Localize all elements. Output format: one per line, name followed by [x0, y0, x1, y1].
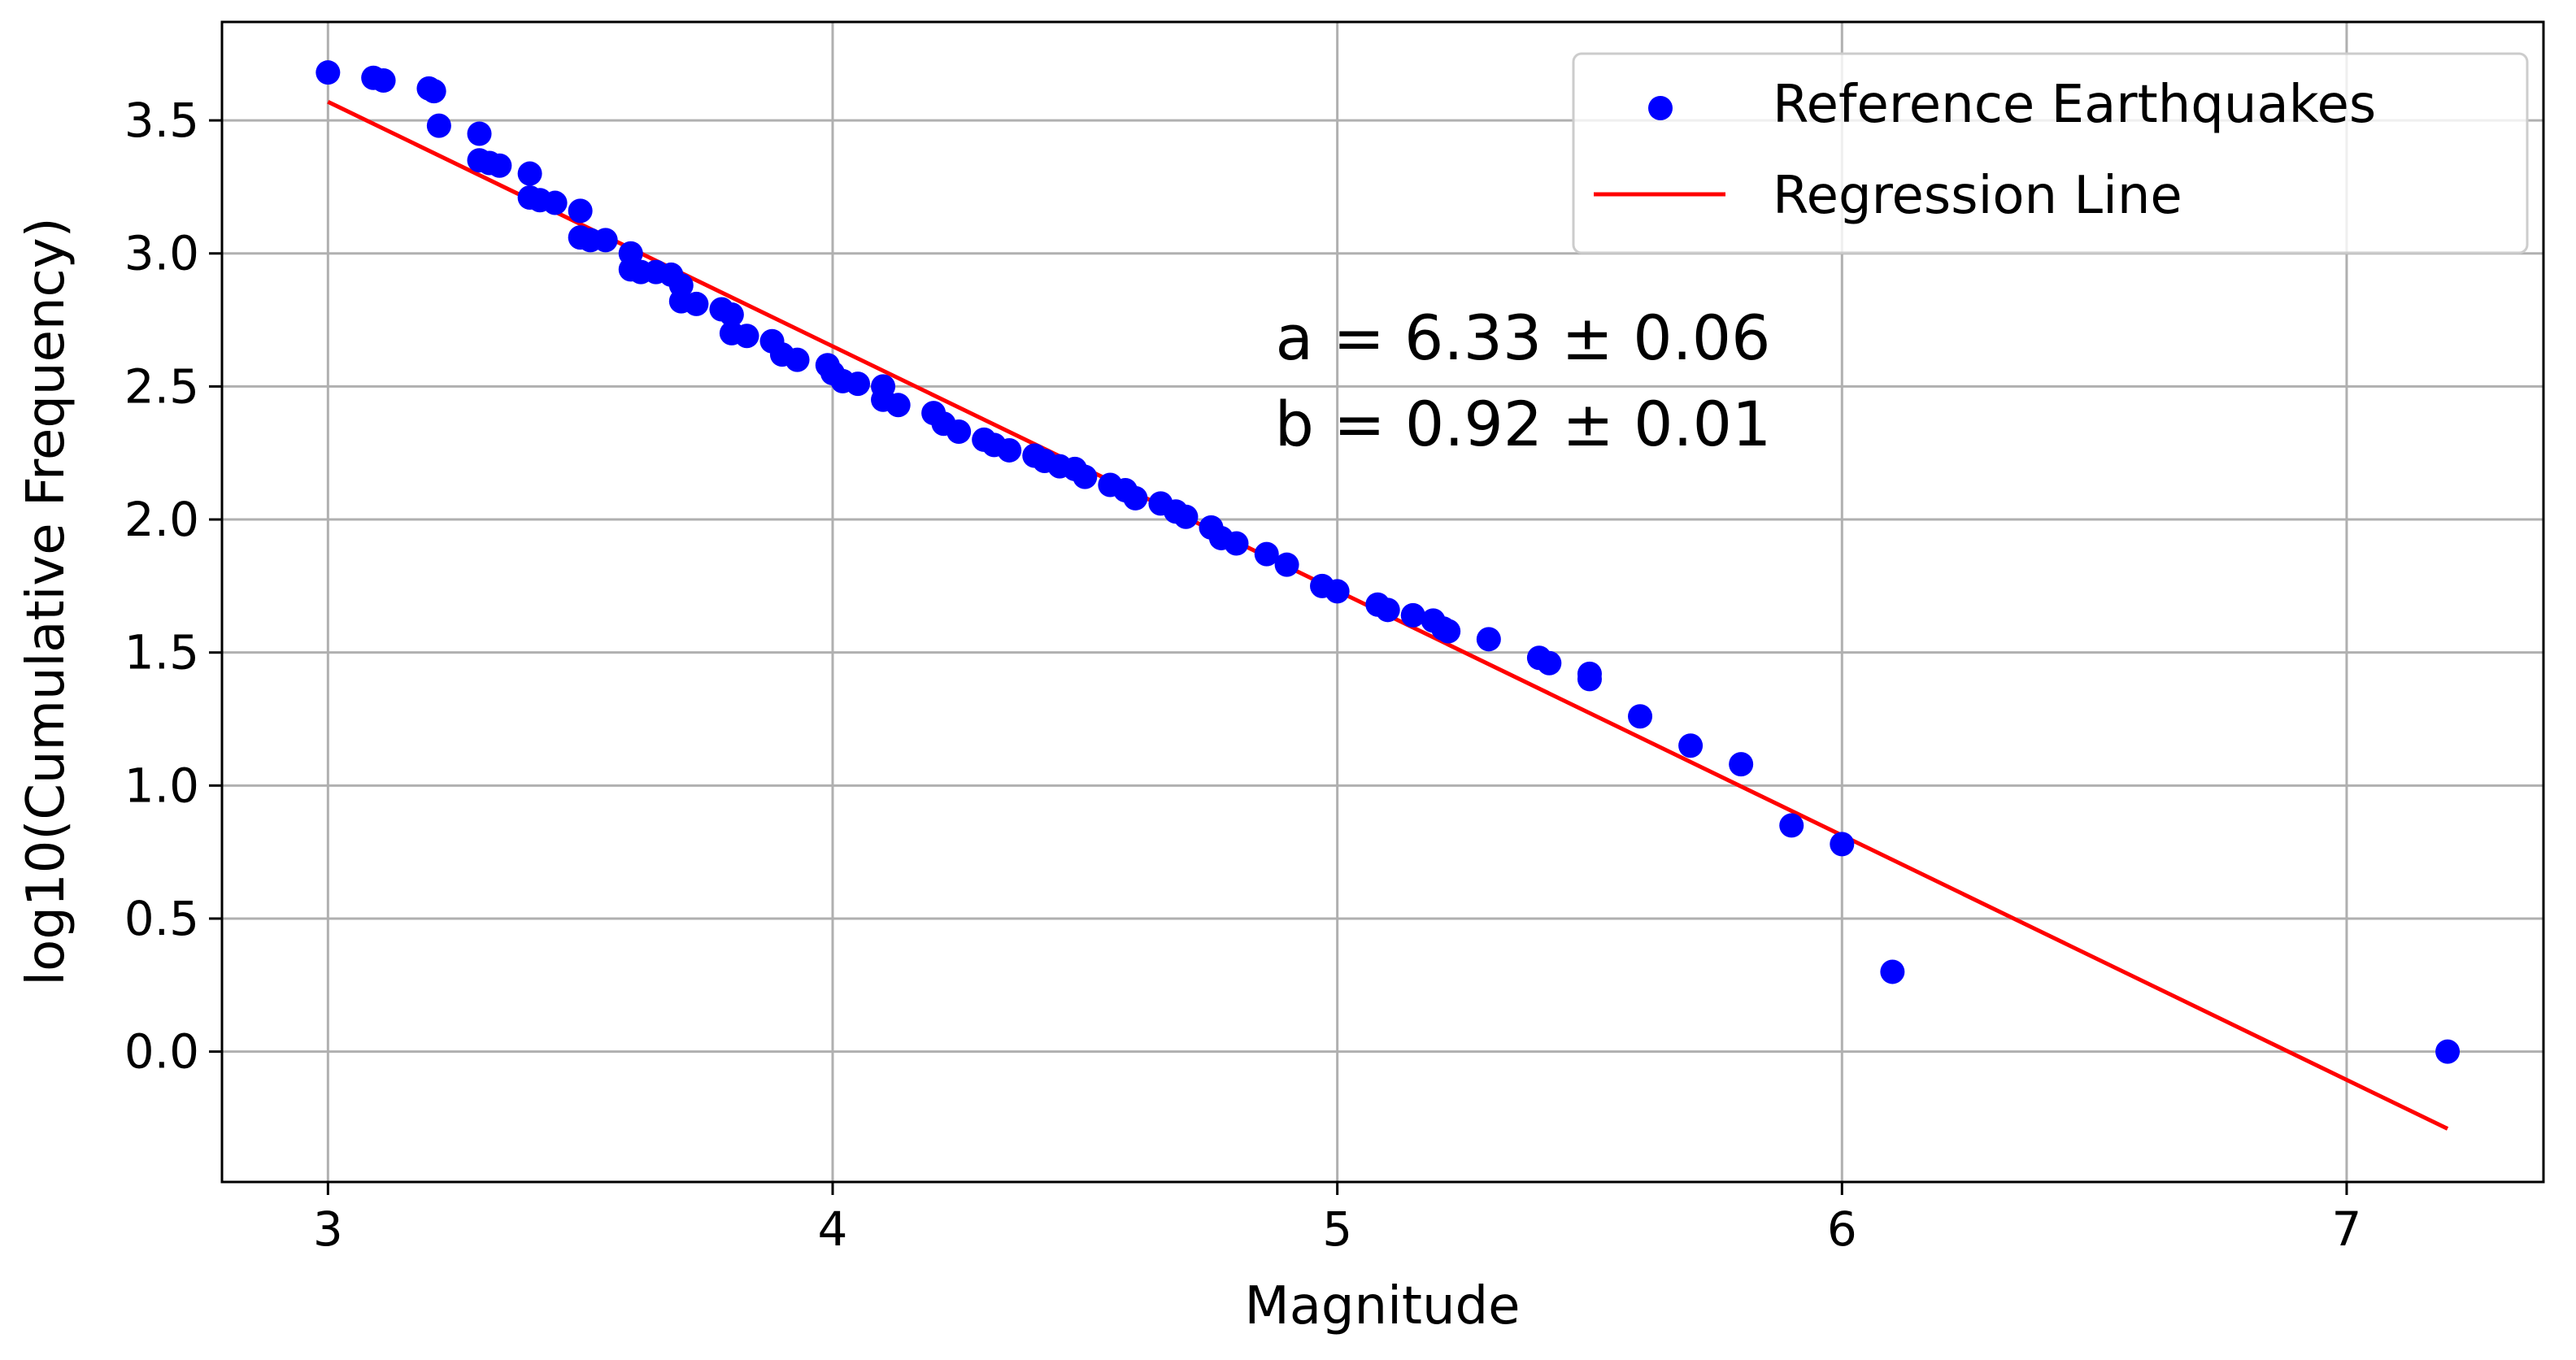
data-point [315, 60, 341, 85]
data-point [467, 121, 492, 146]
data-point [785, 347, 810, 372]
annotation-a: a = 6.33 ± 0.06 [1275, 302, 1770, 374]
x-tick-label: 4 [818, 1201, 848, 1257]
y-axis-title: log10(Cumulative Frequency) [16, 217, 76, 985]
data-point [1537, 650, 1562, 676]
x-tick-label: 7 [2331, 1201, 2361, 1257]
legend-label-reference-earthquakes: Reference Earthquakes [1773, 75, 2376, 135]
data-point [1325, 579, 1350, 604]
data-point [734, 324, 759, 349]
x-tick-label: 6 [1827, 1201, 1857, 1257]
y-tick-label: 2.5 [124, 358, 199, 414]
data-point [517, 161, 542, 186]
data-point [1678, 733, 1704, 758]
plot-frame [220, 20, 2545, 1184]
y-tick-label: 1.0 [124, 758, 199, 813]
data-point [946, 419, 972, 445]
legend-label-regression-line: Regression Line [1773, 166, 2182, 226]
legend-box [1572, 52, 2529, 254]
data-point [1400, 602, 1425, 628]
scatter-points [315, 60, 2461, 1064]
x-tick-label: 3 [313, 1201, 343, 1257]
data-point [1123, 485, 1148, 511]
data-point [426, 113, 451, 138]
data-point [1628, 704, 1653, 729]
y-tick-label: 3.5 [124, 93, 199, 148]
legend: Reference Earthquakes Regression Line [1572, 52, 2529, 254]
data-point [2435, 1039, 2461, 1064]
x-tick-label: 5 [1322, 1201, 1352, 1257]
data-point [371, 68, 396, 93]
data-point [1274, 552, 1299, 577]
data-point [1830, 832, 1855, 857]
data-point [1476, 627, 1501, 652]
data-point [593, 228, 618, 253]
data-point [1073, 464, 1098, 489]
annotation-b: b = 0.92 ± 0.01 [1275, 388, 1772, 460]
x-axis-ticks: 3 4 5 6 7 [313, 1182, 2361, 1257]
data-point [719, 302, 744, 328]
y-tick-label: 2.0 [124, 492, 199, 547]
data-point [997, 437, 1022, 463]
y-tick-label: 3.0 [124, 226, 199, 281]
data-point [542, 190, 568, 215]
data-point [684, 291, 709, 316]
data-point [1577, 667, 1602, 692]
y-axis-ticks: 0.0 0.5 1.0 1.5 2.0 2.5 3.0 3.5 [124, 93, 222, 1080]
data-point [1254, 541, 1279, 567]
y-tick-label: 0.0 [124, 1024, 199, 1080]
x-axis-title: Magnitude [1244, 1276, 1520, 1336]
data-point [421, 79, 446, 104]
y-tick-label: 0.5 [124, 891, 199, 946]
data-point [487, 153, 512, 178]
data-point [886, 393, 911, 418]
data-point [846, 372, 871, 397]
data-point [568, 198, 593, 224]
data-point [1436, 619, 1461, 644]
data-point [1224, 531, 1249, 556]
data-point [1779, 813, 1804, 838]
legend-marker-scatter [1648, 96, 1673, 120]
data-point [1729, 752, 1754, 777]
data-point [1880, 959, 1905, 984]
y-tick-label: 1.5 [124, 625, 199, 680]
data-point [1173, 504, 1199, 529]
data-point [1375, 597, 1400, 623]
